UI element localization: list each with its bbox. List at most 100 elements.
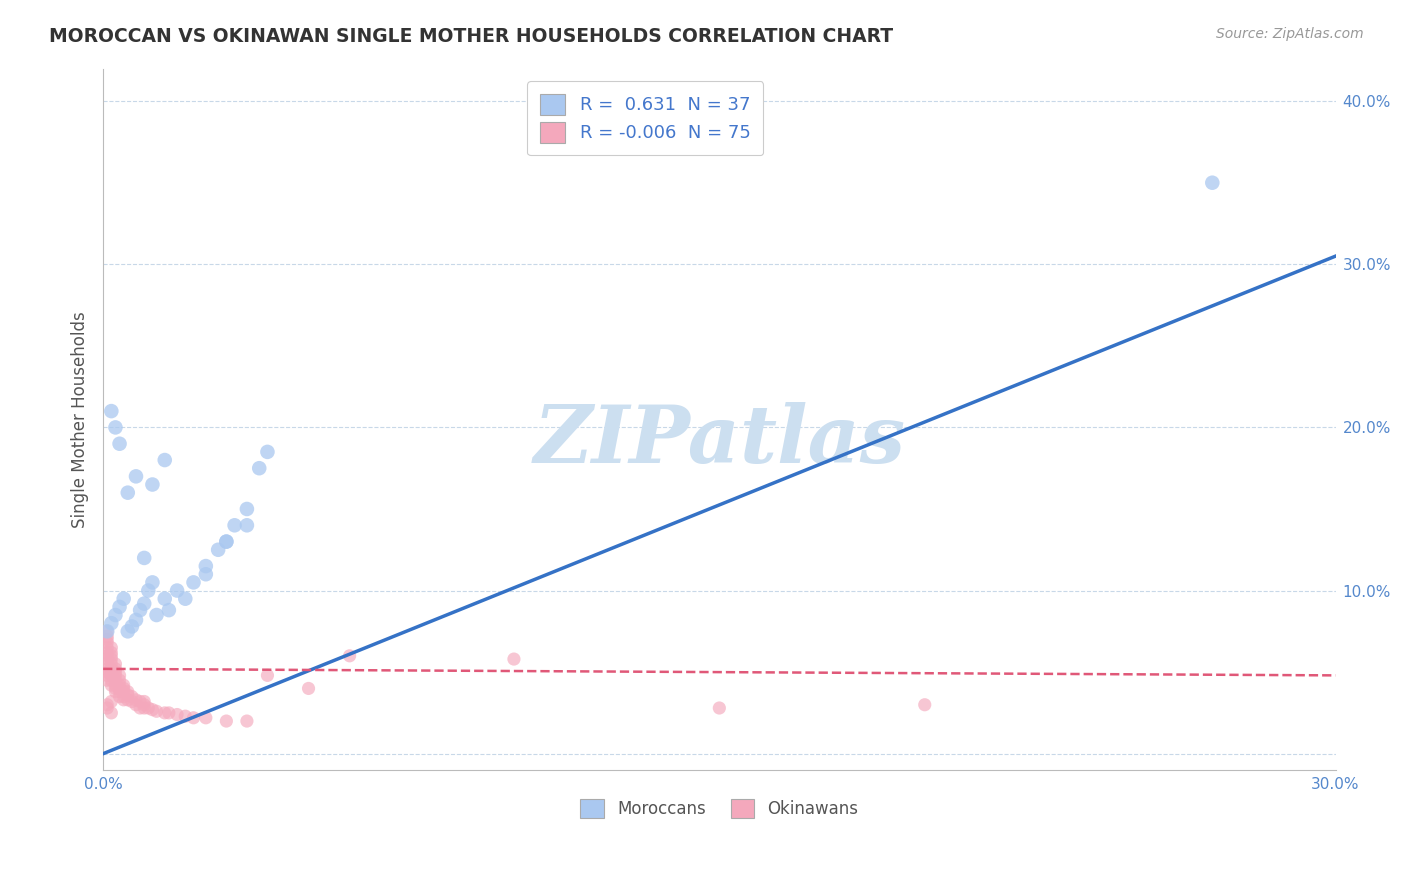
Text: ZIPatlas: ZIPatlas: [533, 401, 905, 479]
Point: [96, 665, 118, 679]
Point: [108, 668, 131, 682]
Point: [215, 714, 238, 728]
Point: [104, 607, 127, 622]
Point: [100, 673, 122, 688]
Point: [100, 652, 122, 666]
Point: [96, 673, 118, 688]
Point: [108, 678, 131, 692]
Point: [145, 607, 167, 622]
Point: [100, 668, 122, 682]
Point: [100, 616, 122, 631]
Point: [141, 477, 163, 491]
Point: [96, 640, 118, 655]
Point: [100, 665, 122, 679]
Point: [136, 701, 159, 715]
Point: [134, 550, 156, 565]
Point: [256, 668, 278, 682]
Point: [136, 583, 159, 598]
Point: [96, 636, 118, 650]
Point: [112, 693, 135, 707]
Point: [183, 711, 205, 725]
Point: [121, 690, 143, 704]
Point: [166, 583, 188, 598]
Text: Source: ZipAtlas.com: Source: ZipAtlas.com: [1216, 27, 1364, 41]
Point: [129, 694, 152, 708]
Point: [134, 701, 156, 715]
Point: [224, 518, 246, 533]
Point: [129, 701, 152, 715]
Point: [194, 711, 217, 725]
Point: [104, 684, 127, 698]
Point: [207, 542, 229, 557]
Point: [96, 624, 118, 639]
Point: [194, 559, 217, 574]
Point: [297, 681, 319, 696]
Point: [108, 436, 131, 450]
Point: [96, 652, 118, 666]
Point: [1201, 176, 1223, 190]
Point: [157, 603, 180, 617]
Point: [112, 681, 135, 696]
Point: [104, 681, 127, 696]
Point: [134, 698, 156, 712]
Point: [108, 599, 131, 614]
Point: [247, 461, 270, 475]
Point: [125, 613, 148, 627]
Point: [104, 657, 127, 671]
Point: [104, 668, 127, 682]
Point: [96, 648, 118, 663]
Point: [96, 698, 118, 712]
Point: [134, 694, 156, 708]
Point: [121, 619, 143, 633]
Point: [117, 684, 139, 698]
Point: [174, 591, 197, 606]
Point: [236, 502, 259, 516]
Point: [117, 624, 139, 639]
Point: [141, 703, 163, 717]
Point: [141, 575, 163, 590]
Point: [96, 629, 118, 643]
Point: [145, 704, 167, 718]
Point: [96, 701, 118, 715]
Point: [157, 706, 180, 720]
Point: [108, 681, 131, 696]
Point: [104, 420, 127, 434]
Point: [100, 706, 122, 720]
Point: [96, 646, 118, 660]
Legend: Moroccans, Okinawans: Moroccans, Okinawans: [574, 792, 865, 825]
Point: [96, 632, 118, 647]
Text: MOROCCAN VS OKINAWAN SINGLE MOTHER HOUSEHOLDS CORRELATION CHART: MOROCCAN VS OKINAWAN SINGLE MOTHER HOUSE…: [49, 27, 893, 45]
Point: [117, 688, 139, 702]
Point: [108, 673, 131, 688]
Point: [104, 673, 127, 688]
Point: [112, 684, 135, 698]
Point: [183, 575, 205, 590]
Point: [104, 662, 127, 676]
Point: [100, 648, 122, 663]
Point: [339, 648, 361, 663]
Point: [129, 603, 152, 617]
Point: [166, 707, 188, 722]
Point: [914, 698, 936, 712]
Point: [96, 624, 118, 639]
Point: [96, 657, 118, 671]
Point: [153, 453, 176, 467]
Point: [100, 662, 122, 676]
Point: [153, 706, 176, 720]
Point: [96, 668, 118, 682]
Point: [112, 690, 135, 704]
Point: [112, 591, 135, 606]
Point: [100, 678, 122, 692]
Point: [96, 662, 118, 676]
Point: [256, 445, 278, 459]
Point: [215, 534, 238, 549]
Point: [503, 652, 526, 666]
Point: [121, 694, 143, 708]
Point: [215, 534, 238, 549]
Point: [104, 678, 127, 692]
Point: [100, 646, 122, 660]
Point: [709, 701, 731, 715]
Point: [100, 694, 122, 708]
Point: [117, 485, 139, 500]
Point: [125, 693, 148, 707]
